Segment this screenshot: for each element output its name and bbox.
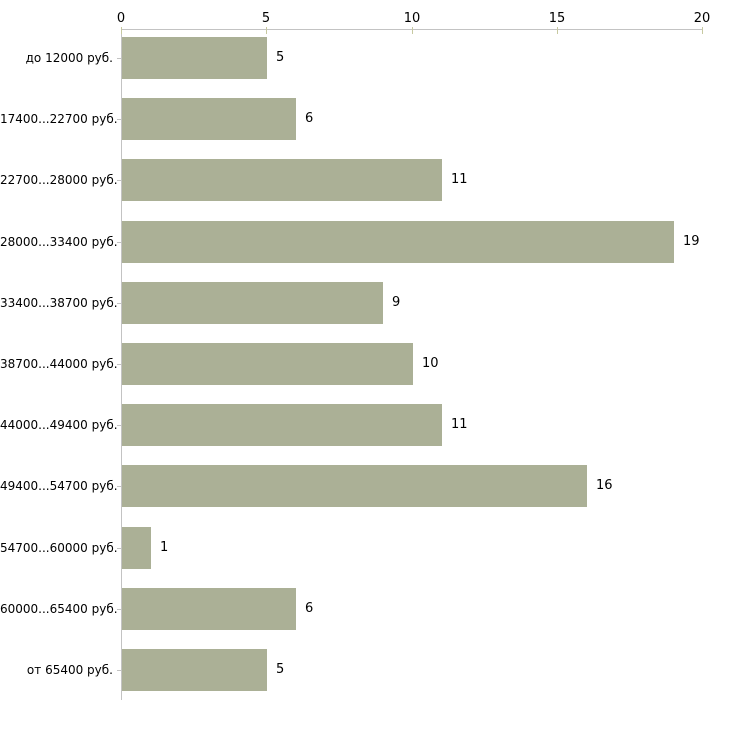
x-tick — [557, 27, 558, 34]
x-tick — [412, 27, 413, 34]
bar — [122, 98, 296, 140]
bar-value-label: 9 — [392, 295, 401, 310]
category-label: до 12000 руб. — [25, 51, 113, 65]
bar — [122, 465, 587, 507]
category-label: 28000...33400 руб. — [0, 235, 118, 249]
category-label: 54700...60000 руб. — [0, 541, 118, 555]
y-tick — [117, 242, 122, 243]
x-tick-label: 10 — [403, 11, 421, 26]
bar-value-label: 1 — [160, 540, 169, 555]
bar-value-label: 16 — [596, 478, 613, 493]
bar-value-label: 6 — [305, 111, 314, 126]
y-tick — [117, 180, 122, 181]
category-label: от 65400 руб. — [26, 663, 113, 677]
y-tick — [117, 486, 122, 487]
bar — [122, 282, 383, 324]
bar-value-label: 5 — [276, 50, 285, 65]
x-tick — [266, 27, 267, 34]
y-tick — [117, 303, 122, 304]
y-tick — [117, 119, 122, 120]
x-tick — [121, 27, 122, 34]
category-label: 60000...65400 руб. — [0, 602, 118, 616]
x-tick — [702, 27, 703, 34]
bar-value-label: 10 — [422, 356, 439, 371]
y-tick — [117, 548, 122, 549]
x-tick-label: 0 — [116, 11, 126, 26]
bar-value-label: 19 — [683, 234, 700, 249]
bar — [122, 37, 267, 79]
y-tick — [117, 58, 122, 59]
y-tick — [117, 609, 122, 610]
bar-value-label: 5 — [276, 662, 285, 677]
bar-value-label: 11 — [451, 172, 468, 187]
bar — [122, 221, 674, 263]
bar — [122, 343, 413, 385]
bar — [122, 649, 267, 691]
category-label: 33400...38700 руб. — [0, 296, 118, 310]
bar-value-label: 6 — [305, 601, 314, 616]
category-label: 17400...22700 руб. — [0, 112, 118, 126]
x-tick-label: 5 — [261, 11, 271, 26]
category-label: 44000...49400 руб. — [0, 418, 118, 432]
bar — [122, 404, 442, 446]
bar-value-label: 11 — [451, 417, 468, 432]
category-label: 38700...44000 руб. — [0, 357, 118, 371]
y-tick — [117, 425, 122, 426]
category-label: 22700...28000 руб. — [0, 173, 118, 187]
y-tick — [117, 364, 122, 365]
x-tick-label: 15 — [548, 11, 566, 26]
bar — [122, 159, 442, 201]
category-label: 49400...54700 руб. — [0, 479, 118, 493]
x-tick-label: 20 — [693, 11, 711, 26]
bar — [122, 588, 296, 630]
y-tick — [117, 670, 122, 671]
bar — [122, 527, 151, 569]
